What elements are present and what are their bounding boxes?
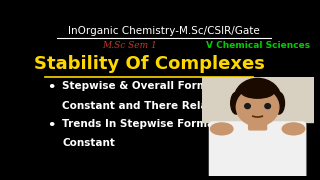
Text: Constant: Constant [62, 138, 115, 148]
Circle shape [265, 104, 270, 109]
Ellipse shape [211, 123, 233, 135]
Circle shape [245, 104, 250, 109]
Ellipse shape [231, 92, 242, 114]
Text: Stability Of Complexes: Stability Of Complexes [34, 55, 265, 73]
FancyBboxPatch shape [202, 77, 314, 122]
FancyBboxPatch shape [249, 118, 267, 130]
Text: V Chemical Sciences: V Chemical Sciences [206, 41, 310, 50]
Ellipse shape [241, 84, 275, 98]
Text: •: • [47, 119, 56, 132]
Circle shape [234, 78, 281, 120]
Ellipse shape [273, 92, 284, 114]
Text: •: • [47, 81, 56, 94]
Text: Trends In Stepwise Formation: Trends In Stepwise Formation [62, 119, 238, 129]
Text: Stepwise & Overall Formation: Stepwise & Overall Formation [62, 81, 238, 91]
Text: Constant and There Relation: Constant and There Relation [62, 101, 231, 111]
Ellipse shape [282, 123, 305, 135]
Text: InOrganic Chemistry-M.Sc/CSIR/Gate: InOrganic Chemistry-M.Sc/CSIR/Gate [68, 26, 260, 36]
FancyBboxPatch shape [210, 122, 306, 179]
Circle shape [236, 88, 279, 126]
Text: M.Sc Sem 1: M.Sc Sem 1 [102, 41, 157, 50]
